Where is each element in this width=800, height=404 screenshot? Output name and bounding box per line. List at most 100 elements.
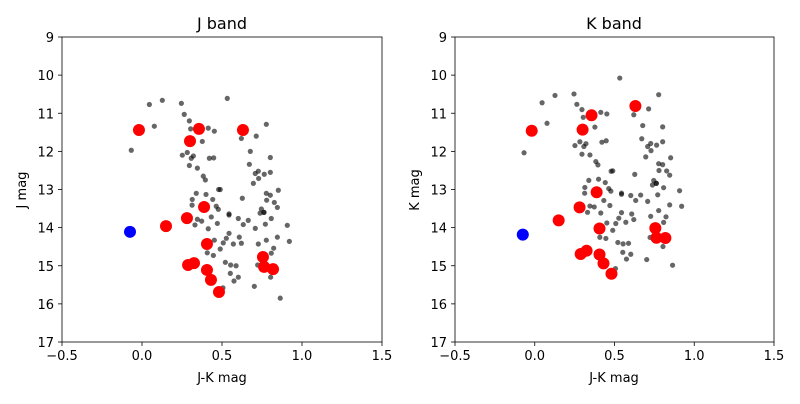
field-star-point [618,191,625,197]
field-star-point [655,192,661,198]
field-star-point [223,235,229,241]
x-tick-label: 1.0 [292,349,313,364]
field-star-point [238,240,244,246]
field-star-point [632,171,638,177]
y-tick-label: 13 [37,184,54,199]
field-star-point [206,155,212,161]
member-star-point [525,124,538,137]
field-star-point [210,252,216,259]
field-star-point [660,162,666,168]
member-star-point [188,257,200,270]
field-star-point [646,106,652,112]
member-star-point [258,260,271,273]
field-star-point [200,173,206,179]
field-star-point [257,210,263,216]
k-band-xlabel: J-K mag [588,371,639,386]
field-star-point [602,179,608,186]
member-star-point [198,201,211,214]
field-star-point [211,128,217,134]
y-tick-label: 15 [37,260,54,275]
field-star-point [539,100,545,106]
field-star-point [582,184,588,191]
field-star-point [631,112,637,118]
field-star-point [184,149,190,156]
field-star-point [252,170,258,177]
axes-frame [61,36,383,343]
field-star-point [645,198,651,204]
field-star-point [648,213,654,219]
member-star-point [585,109,598,122]
x-tick-label: 1.0 [684,349,705,364]
j-band-ylabel: J mag [15,172,30,210]
field-star-point [286,238,292,244]
k-band-ylabel: K mag [408,169,423,211]
field-star-point [623,256,630,262]
field-star-point [255,241,261,247]
field-star-point [188,155,194,161]
field-star-point [607,202,613,209]
member-star-point [597,257,610,270]
field-star-point [210,196,216,203]
field-star-point [264,197,270,203]
field-star-point [224,95,230,101]
field-star-point [603,138,609,144]
field-star-point [663,214,669,220]
member-star-point [204,273,217,286]
member-star-point [267,263,280,276]
member-star-point [256,250,269,263]
member-star-point [605,267,618,280]
field-star-point [623,219,629,225]
field-star-point [202,177,208,183]
field-star-point [610,168,616,174]
field-star-point [274,234,280,240]
member-star-point [580,244,593,257]
field-star-point [608,188,614,194]
field-star-point [595,176,602,182]
field-star-point [586,177,592,183]
field-star-point [656,92,662,98]
field-star-point [592,124,598,130]
field-star-point [633,197,639,204]
y-tick-label: 10 [430,69,447,84]
y-tick-label: 16 [37,298,54,313]
member-star-point [573,201,586,214]
field-star-point [620,241,626,247]
field-star-point [591,204,597,210]
field-star-point [598,109,604,115]
field-star-point [239,195,245,201]
field-star-point [240,221,246,228]
k-band-panel: K band J-K mag K mag −0.5 0.0 0.5 1.0 1.5 9 10… [408,14,784,386]
field-star-point [262,221,268,227]
k-band-title: K band [586,14,642,33]
field-star-point [648,148,654,154]
field-star-point [205,226,211,232]
y-tick-label: 16 [430,298,447,313]
field-star-point [584,209,591,215]
field-star-point [231,278,237,284]
member-star-point [593,222,606,235]
field-star-point [267,192,273,198]
field-star-point [193,190,199,196]
field-star-point [277,295,283,301]
field-star-point [577,139,583,145]
field-star-point [226,230,232,236]
x-tick-label: 0.5 [212,349,233,364]
y-tick-label: 14 [430,222,447,237]
field-star-point [246,161,252,167]
field-star-point [233,263,239,269]
field-star-point [252,225,258,231]
field-star-point [661,185,667,191]
field-star-point [661,219,667,225]
y-tick-label: 15 [430,260,447,275]
field-star-point [189,202,195,208]
field-star-point [625,240,632,246]
field-star-point [267,154,273,161]
field-star-point [199,218,205,224]
x-tick-label: 0.5 [604,349,625,364]
field-star-point [656,167,662,174]
field-star-point [654,142,660,148]
field-star-point [236,234,242,240]
field-star-point [601,197,607,204]
field-star-point [188,126,194,132]
